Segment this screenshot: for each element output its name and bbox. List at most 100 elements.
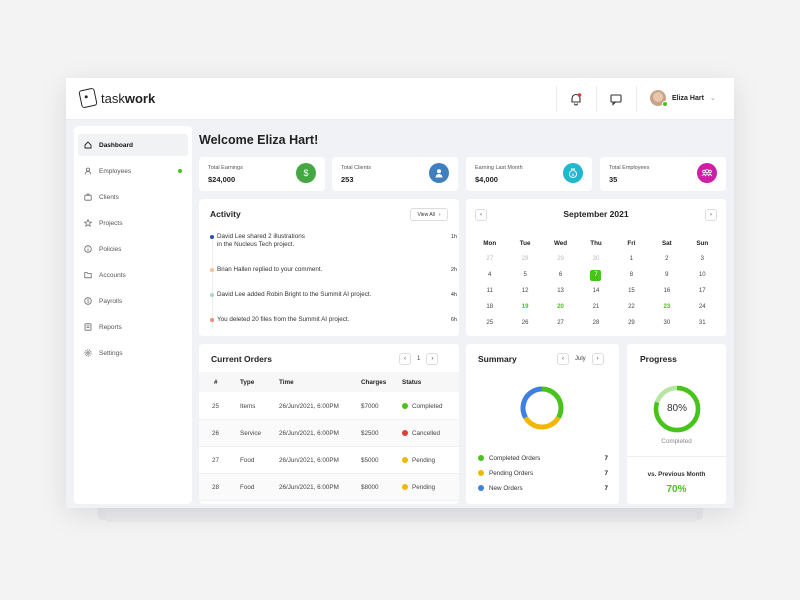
bell-icon[interactable] (569, 92, 583, 106)
activity-time: 2h (450, 267, 457, 273)
calendar-day[interactable]: 3 (700, 256, 704, 262)
sidebar-item-dashboard[interactable]: Dashboard (78, 134, 188, 156)
calendar-day[interactable]: 17 (698, 288, 706, 294)
summary-title: Summary (478, 354, 517, 364)
stat-value: $4,000 (475, 175, 498, 184)
sidebar-item-label: Payrolls (99, 297, 123, 305)
calendar-day[interactable]: 4 (488, 272, 492, 278)
weekday-label: Thu (590, 239, 602, 247)
orders-pagination: ‹ 1 › (399, 353, 439, 365)
table-row[interactable]: 26 Service 26/Jun/2021, 6:00PM $2500 Can… (199, 420, 459, 447)
calendar-day[interactable]: 12 (521, 288, 529, 294)
table-row[interactable]: 25 Items 26/Jun/2021, 6:00PM $7000 Compl… (199, 393, 459, 420)
calendar-day[interactable]: 24 (698, 304, 706, 310)
sidebar-item-policies[interactable]: Policies (78, 238, 188, 260)
sidebar-item-clients[interactable]: Clients (78, 186, 188, 208)
sidebar-item-employees[interactable]: Employees (78, 160, 188, 182)
home-icon (84, 141, 92, 149)
logo[interactable]: taskwork (78, 87, 155, 109)
calendar-day[interactable]: 29 (628, 320, 635, 326)
column-header[interactable]: Type (240, 379, 255, 386)
column-header[interactable]: # (214, 379, 218, 386)
sidebar-item-label: Clients (99, 193, 119, 201)
sidebar-item-accounts[interactable]: Accounts (78, 264, 188, 286)
timeline-dot (210, 235, 214, 239)
timeline-line (212, 239, 213, 329)
sidebar-item-reports[interactable]: Reports (78, 316, 188, 338)
top-bar: taskwork Eliza Hart ⌄ (66, 78, 734, 120)
calendar-day[interactable]: 1 (629, 256, 634, 262)
activity-text: in the Nucleus Tech project. (217, 241, 295, 248)
summary-month: July (575, 356, 586, 362)
prev-page-button[interactable]: ‹ (399, 353, 411, 365)
calendar-day[interactable]: 28 (521, 256, 529, 262)
column-header[interactable]: Charges (361, 379, 387, 386)
calendar-day[interactable]: 27 (486, 256, 494, 262)
calendar-day[interactable]: 16 (663, 288, 671, 294)
money-bag-icon: $ (563, 163, 583, 183)
status-label: Pending (412, 457, 436, 464)
calendar-day[interactable]: 7 (578, 269, 613, 281)
sidebar-item-payrolls[interactable]: $ Payrolls (78, 290, 188, 312)
column-header[interactable]: Time (279, 379, 294, 386)
brand-name-light: task (101, 90, 125, 106)
calendar-next-button[interactable]: › (705, 209, 717, 221)
calendar-day[interactable]: 28 (592, 320, 600, 326)
order-id: 26 (212, 430, 220, 437)
order-type: Service (240, 430, 261, 437)
calendar-day[interactable]: 10 (698, 272, 706, 278)
calendar-day[interactable]: 18 (486, 304, 494, 310)
prev-month-button[interactable]: ‹ (557, 353, 569, 365)
chat-icon[interactable] (609, 92, 623, 106)
calendar-day[interactable]: 30 (592, 256, 600, 262)
summary-month-picker: ‹ July › (557, 353, 604, 365)
calendar-day[interactable]: 21 (592, 304, 600, 310)
calendar-day[interactable]: 23 (663, 304, 671, 310)
activity-item[interactable]: David Lee shared 2 illustrations in the … (210, 233, 457, 251)
progress-card: Progress 80% Completed vs. Previous Mont… (627, 344, 726, 504)
sidebar-item-settings[interactable]: Settings (78, 342, 188, 364)
calendar-day[interactable]: 9 (665, 272, 669, 278)
activity-item[interactable]: You deleted 20 files from the Summit AI … (210, 316, 457, 328)
activity-time: 6h (450, 317, 457, 323)
sidebar-item-projects[interactable]: Projects (78, 212, 188, 234)
calendar-day[interactable]: 19 (521, 304, 529, 310)
calendar-day[interactable]: 25 (486, 320, 494, 326)
summary-legend-item: New Orders 7 (478, 483, 608, 493)
next-month-button[interactable]: › (591, 353, 604, 365)
activity-item[interactable]: Brian Hallen replied to your comment. 2h (210, 266, 457, 278)
calendar-day[interactable]: 13 (557, 288, 564, 294)
calendar-day[interactable]: 6 (558, 272, 563, 278)
calendar-day[interactable]: 15 (628, 288, 635, 294)
calendar-day[interactable]: 11 (486, 288, 493, 294)
avatar (650, 90, 668, 107)
calendar-day[interactable]: 22 (628, 304, 635, 310)
current-orders-card: Current Orders ‹ 1 › # Type Time Charges… (199, 344, 459, 504)
order-time: 26/Jun/2021, 6:00PM (279, 484, 339, 491)
weekday-label: Sun (696, 239, 709, 247)
view-all-button[interactable]: View All › (410, 208, 448, 221)
table-row[interactable]: 27 Food 26/Jun/2021, 6:00PM $5000 Pendin… (199, 447, 459, 474)
column-header[interactable]: Status (402, 379, 422, 386)
calendar-day[interactable]: 26 (521, 320, 529, 326)
calendar-day[interactable]: 14 (592, 288, 600, 294)
table-row[interactable]: 28 Food 26/Jun/2021, 6:00PM $8000 Pendin… (199, 474, 459, 501)
calendar-day[interactable]: 31 (698, 320, 706, 326)
activity-item[interactable]: David Lee added Robin Bright to the Summ… (210, 291, 457, 303)
stat-label: Total Clients (341, 165, 371, 171)
calendar-day[interactable]: 2 (665, 256, 669, 262)
user-menu[interactable]: Eliza Hart ⌄ (650, 90, 716, 107)
calendar-prev-button[interactable]: ‹ (475, 209, 487, 221)
progress-ring (653, 385, 701, 433)
calendar-day[interactable]: 27 (557, 320, 564, 326)
app-window: taskwork Eliza Hart ⌄ Dashboard Employee… (66, 78, 734, 508)
calendar-day[interactable]: 20 (557, 304, 564, 310)
calendar-day[interactable]: 8 (629, 272, 634, 278)
calendar-day[interactable]: 5 (523, 272, 527, 278)
progress-caption: Completed (661, 438, 692, 445)
dollar-icon: $ (84, 297, 92, 305)
stat-label: Total Employees (609, 165, 650, 171)
calendar-day[interactable]: 30 (663, 320, 671, 326)
next-page-button[interactable]: › (426, 353, 439, 365)
calendar-day[interactable]: 29 (557, 256, 564, 262)
